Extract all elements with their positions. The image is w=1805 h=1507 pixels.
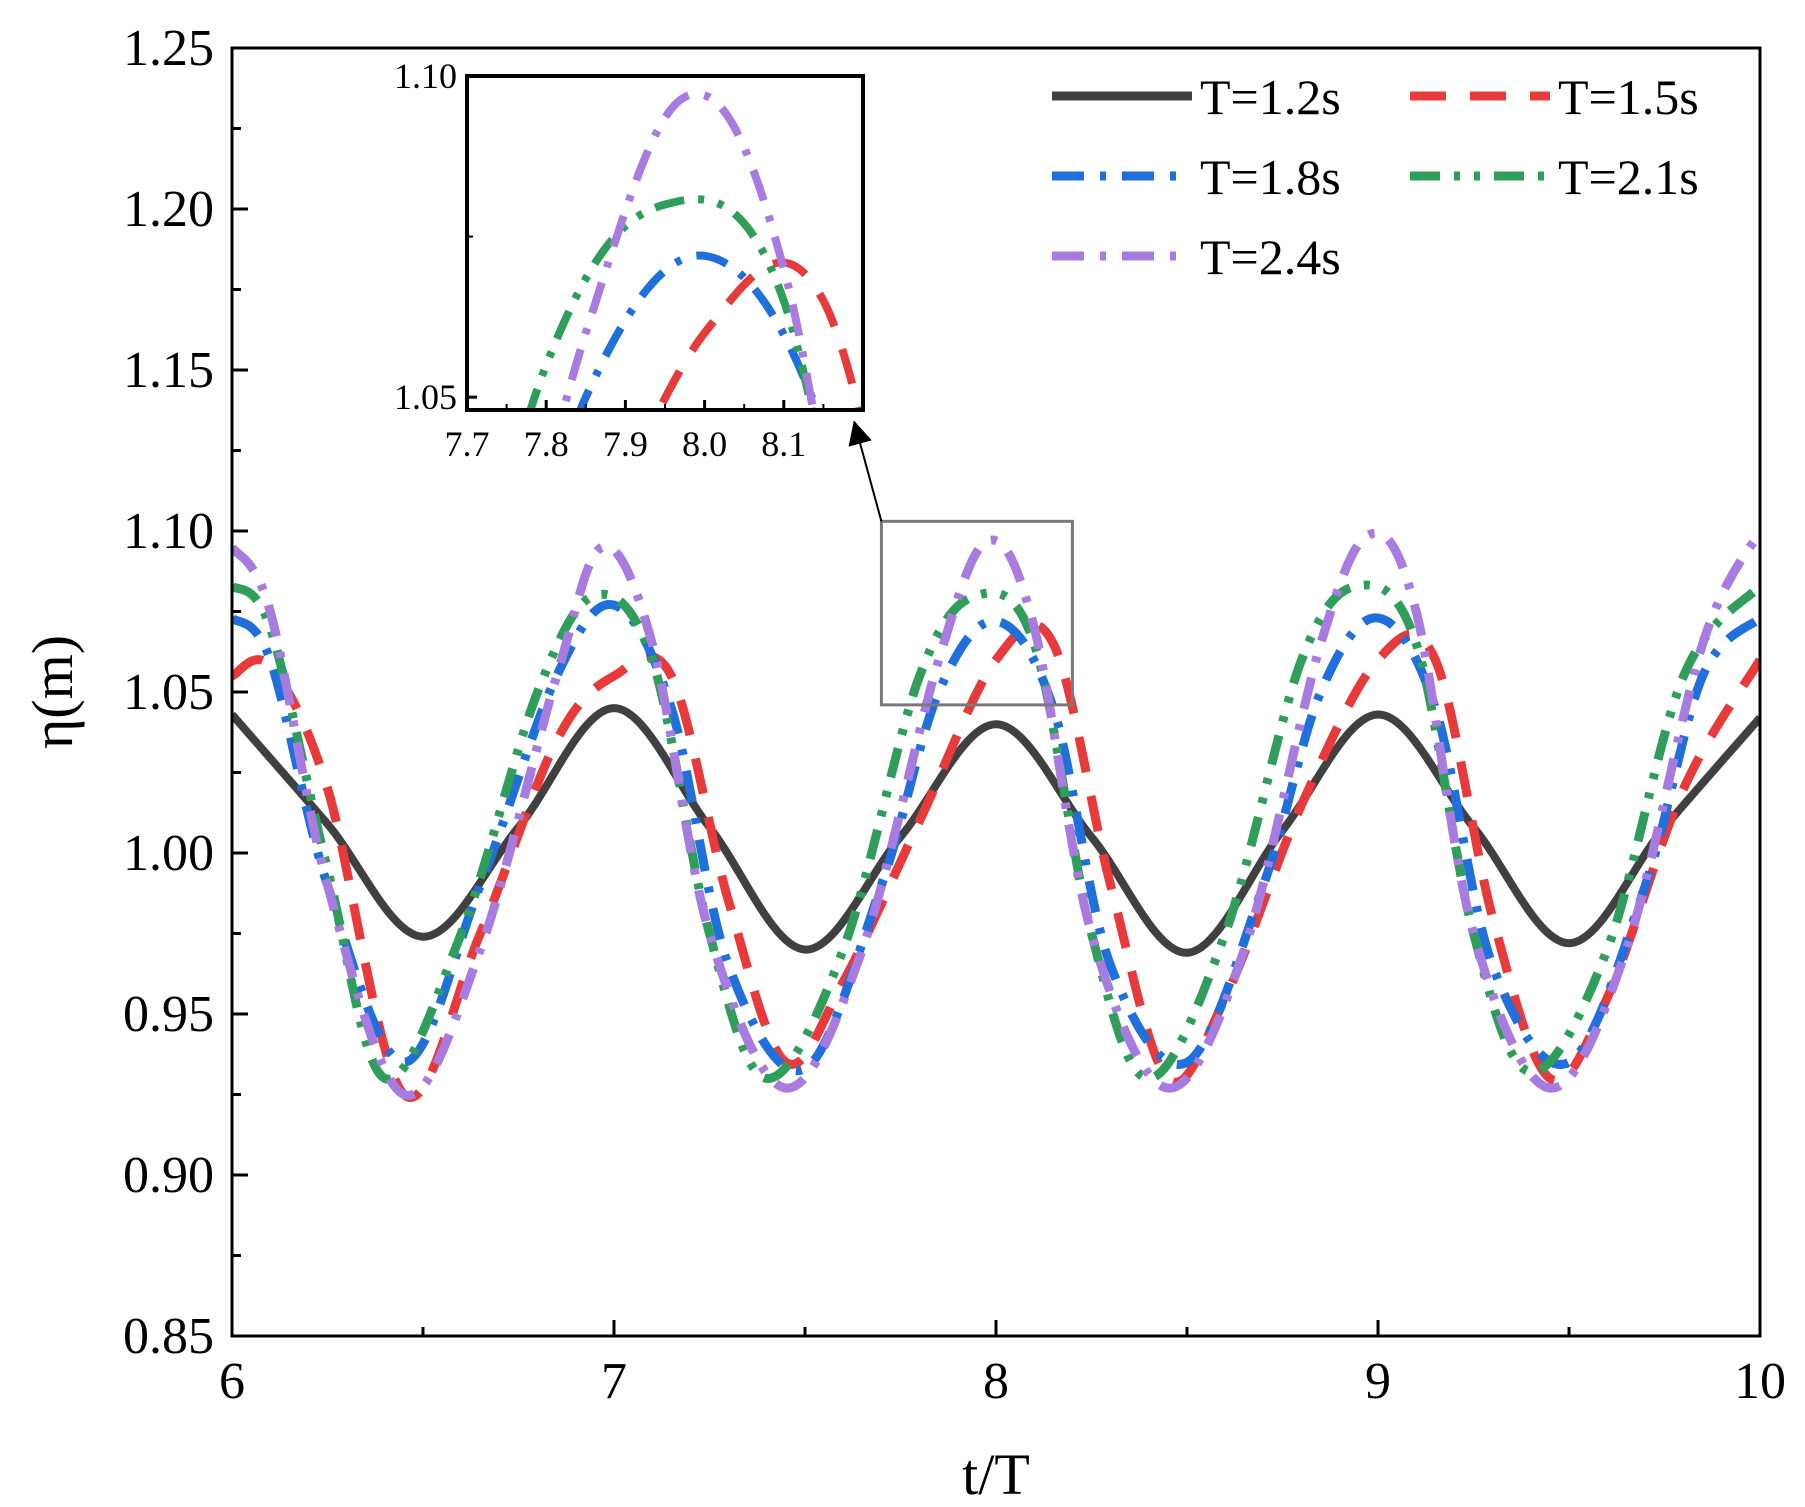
x-tick-label: 7 [601,1353,627,1410]
series-line-t1.2s [232,704,1760,957]
inset-x-tick-label: 8.1 [761,424,806,464]
inset-y-tick-label: 1.10 [394,56,457,96]
y-tick-label: 1.00 [123,825,214,882]
legend-label: T=2.4s [1200,229,1341,285]
inset-series-line-t1.8s [576,251,821,410]
inset-plot: 7.7 7.8 7.9 8.0 8.1 1.05 1.10 [394,56,865,464]
y-tick-label: 1.25 [123,20,214,77]
inset-series-line-t1.5s [654,258,863,410]
zoom-region-box [879,519,1074,707]
legend-label: T=2.1s [1558,149,1699,205]
x-tick-label: 10 [1734,1353,1786,1410]
inset-series-line-t2.1s [526,195,816,410]
inset-series-line-t2.4s [559,90,818,410]
y-tick-label: 0.90 [123,1147,214,1204]
series-line-t1.5s [232,620,1760,1102]
y-tick-label: 1.15 [123,342,214,399]
legend-label: T=1.2s [1200,69,1341,125]
axes: 6 7 8 9 10 0.85 0.90 0.95 1.00 1.05 1.10 1.15 1.20 1.… [20,20,1786,1507]
x-tick-label: 8 [983,1353,1009,1410]
plot-frame [230,46,1762,1338]
inset-x-tick-label: 8.0 [682,424,727,464]
y-tick-label: 1.20 [123,181,214,238]
legend-label: T=1.5s [1558,69,1699,125]
inset-x-tick-label: 7.7 [445,424,490,464]
legend: T=1.2s T=1.5s T=1.8s T=2.1s T=2.4s [1052,69,1699,285]
y-tick-label: 1.05 [123,664,214,721]
y-tick-label: 0.85 [123,1308,214,1365]
inset-x-tick-label: 7.8 [524,424,569,464]
series-line-t2.1s [232,580,1760,1084]
x-axis-title: t/T [962,1442,1030,1507]
inset-y-tick-label: 1.05 [394,377,457,417]
x-tick-label: 9 [1365,1353,1391,1410]
y-axis-title: η(m) [20,635,85,749]
legend-label: T=1.8s [1200,149,1341,205]
y-tick-label: 1.10 [123,503,214,560]
zoom-arrow [848,420,883,522]
inset-x-tick-label: 7.9 [603,424,648,464]
inset-background [467,76,863,410]
y-tick-label: 0.95 [123,986,214,1043]
series-line-t2.4s [232,528,1760,1100]
x-tick-label: 6 [219,1353,245,1410]
zoom-indicator [848,420,1074,707]
inset-series [526,90,863,410]
main-plot-series [232,528,1760,1102]
